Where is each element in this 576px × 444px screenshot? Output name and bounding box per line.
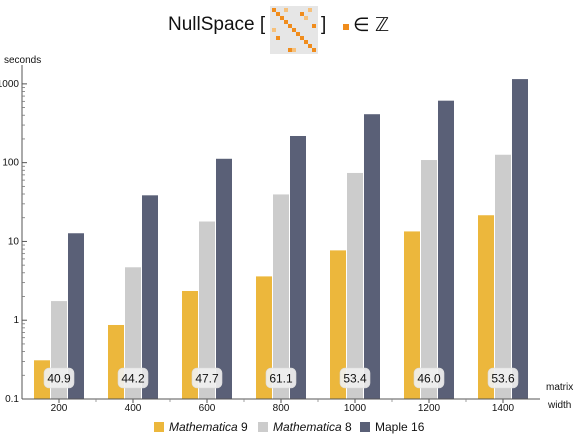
ratio-label: 40.9 xyxy=(47,372,71,386)
ratio-label: 46.0 xyxy=(417,372,441,386)
bar-mathematica-8 xyxy=(199,221,215,399)
ratio-label-box xyxy=(191,367,223,389)
sparse-matrix-icon xyxy=(270,6,318,54)
ratio-label-box xyxy=(487,367,519,389)
bar-mathematica-8 xyxy=(347,172,363,399)
ratio-label: 53.4 xyxy=(343,372,367,386)
x-axis-label-line1: matrix xyxy=(546,382,573,393)
bar-chart: 40.9 44.2 47.7 61.1 53.4 46.0 53.6 0.1 1 10 100 10… xyxy=(0,55,573,414)
legend-label: Mathematica xyxy=(273,420,342,434)
chart-title: NullSpace [ ] ∈ ℤ xyxy=(0,4,576,54)
legend-item-mathematica8: Mathematica 8 xyxy=(258,420,352,434)
ratio-label: 44.2 xyxy=(121,372,145,386)
legend-version: 9 xyxy=(241,420,248,434)
title-close-bracket: ] xyxy=(321,14,327,35)
y-tick-label: 10 xyxy=(8,236,20,247)
legend-version: 8 xyxy=(345,420,352,434)
bar-maple-16 xyxy=(364,114,380,399)
legend-label: Maple 16 xyxy=(375,420,425,434)
ratio-label: 61.1 xyxy=(269,372,293,386)
legend-label: Mathematica xyxy=(169,420,238,434)
orange-square-icon xyxy=(343,24,349,30)
legend-item-mathematica9: Mathematica 9 xyxy=(154,420,248,434)
x-tick-label: 1400 xyxy=(492,403,515,414)
ratio-label-box xyxy=(413,367,445,389)
x-axis-label-line2: width xyxy=(547,400,571,411)
legend-swatch xyxy=(360,422,370,432)
bar-mathematica-9 xyxy=(478,215,494,399)
bar-mathematica-8 xyxy=(125,267,141,399)
ratio-label-box xyxy=(339,367,371,389)
legend: Mathematica 9 Mathematica 8 Maple 16 xyxy=(0,420,576,440)
bar-maple-16 xyxy=(512,79,528,399)
bar-mathematica-8 xyxy=(273,194,289,399)
x-tick-label: 400 xyxy=(125,403,142,414)
x-tick-label: 1000 xyxy=(344,403,367,414)
bar-mathematica-9 xyxy=(404,231,420,399)
x-tick-label: 600 xyxy=(199,403,216,414)
y-tick-label: 1 xyxy=(13,315,19,326)
legend-item-maple16: Maple 16 xyxy=(360,420,424,434)
bar-maple-16 xyxy=(142,195,158,399)
ratio-label-box xyxy=(43,367,75,389)
bar-mathematica-9 xyxy=(256,276,272,399)
x-tick-label: 1200 xyxy=(418,403,441,414)
y-tick-label: 0.1 xyxy=(5,394,19,405)
ratio-label: 47.7 xyxy=(195,372,219,386)
title-text: NullSpace [ xyxy=(168,14,266,35)
bar-mathematica-9 xyxy=(330,250,346,399)
bar-maple-16 xyxy=(290,135,306,400)
y-tick-label: 100 xyxy=(2,158,19,169)
bar-maple-16 xyxy=(68,233,84,399)
legend-swatch xyxy=(154,422,164,432)
ratio-label-box xyxy=(117,367,149,389)
y-tick-label: 1000 xyxy=(0,79,19,90)
legend-swatch xyxy=(258,422,268,432)
y-axis-label: seconds xyxy=(4,55,41,66)
bar-maple-16 xyxy=(216,158,232,399)
bar-mathematica-8 xyxy=(421,160,437,399)
bar-mathematica-8 xyxy=(495,154,511,399)
bar-maple-16 xyxy=(438,100,454,399)
x-tick-label: 800 xyxy=(273,403,290,414)
ratio-label: 53.6 xyxy=(491,372,515,386)
element-of-integers: ∈ ℤ xyxy=(353,15,389,36)
x-tick-label: 200 xyxy=(51,403,68,414)
ratio-label-box xyxy=(265,367,297,389)
